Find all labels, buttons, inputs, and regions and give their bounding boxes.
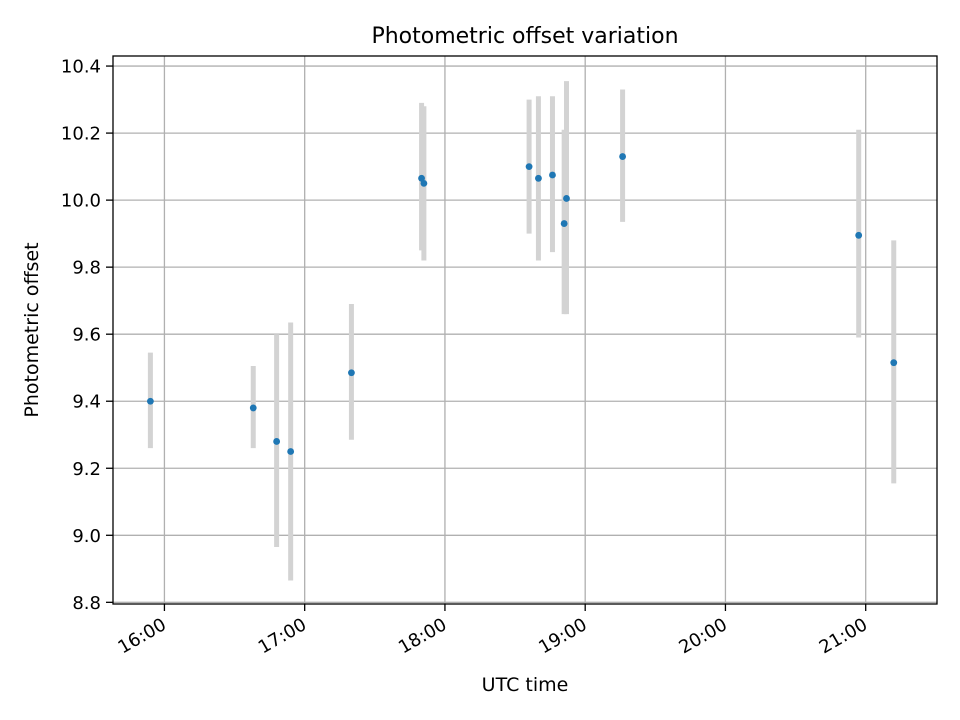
data-point: [855, 231, 863, 239]
y-tick-label: 8.8: [72, 593, 101, 614]
y-tick-label: 10.4: [61, 57, 101, 78]
data-point: [535, 174, 542, 182]
x-tick-label: 20:00: [676, 614, 731, 658]
data-point: [525, 163, 533, 171]
x-axis-ticks: 16:00 17:00 18:00 19:00 20:00 21:00: [115, 604, 871, 658]
data-point: [890, 359, 898, 367]
chart-title: Photometric offset variation: [371, 24, 678, 49]
data-point: [549, 171, 556, 179]
grid-layer: [113, 56, 937, 604]
plot-frame: [112, 55, 938, 605]
data-point: [563, 195, 570, 202]
y-axis-ticks: 8.8 9.0 9.2 9.4 9.6 9.8 10.0 10.2 10.4: [61, 57, 113, 614]
data-point: [147, 397, 154, 405]
data-point: [619, 153, 626, 160]
data-point-layer: [147, 153, 898, 455]
y-tick-label: 10.0: [61, 191, 101, 212]
data-point: [287, 448, 295, 455]
y-tick-label: 9.8: [72, 258, 101, 279]
x-axis-label: UTC time: [482, 674, 569, 696]
data-point: [420, 179, 428, 187]
data-point: [348, 369, 355, 377]
y-tick-label: 9.4: [72, 392, 101, 413]
x-tick-label: 16:00: [115, 614, 170, 658]
error-bar-layer: [147, 81, 897, 581]
y-tick-label: 9.2: [72, 459, 101, 480]
data-point: [273, 438, 281, 445]
x-tick-label: 21:00: [816, 614, 871, 658]
x-tick-label: 18:00: [395, 614, 450, 658]
y-tick-label: 10.2: [61, 124, 101, 145]
data-point: [560, 220, 568, 227]
y-tick-label: 9.0: [72, 526, 101, 547]
y-tick-label: 9.6: [72, 325, 101, 346]
x-tick-label: 19:00: [535, 614, 590, 658]
x-tick-label: 17:00: [255, 614, 310, 658]
y-axis-label: Photometric offset: [21, 242, 43, 417]
data-point: [249, 404, 257, 412]
